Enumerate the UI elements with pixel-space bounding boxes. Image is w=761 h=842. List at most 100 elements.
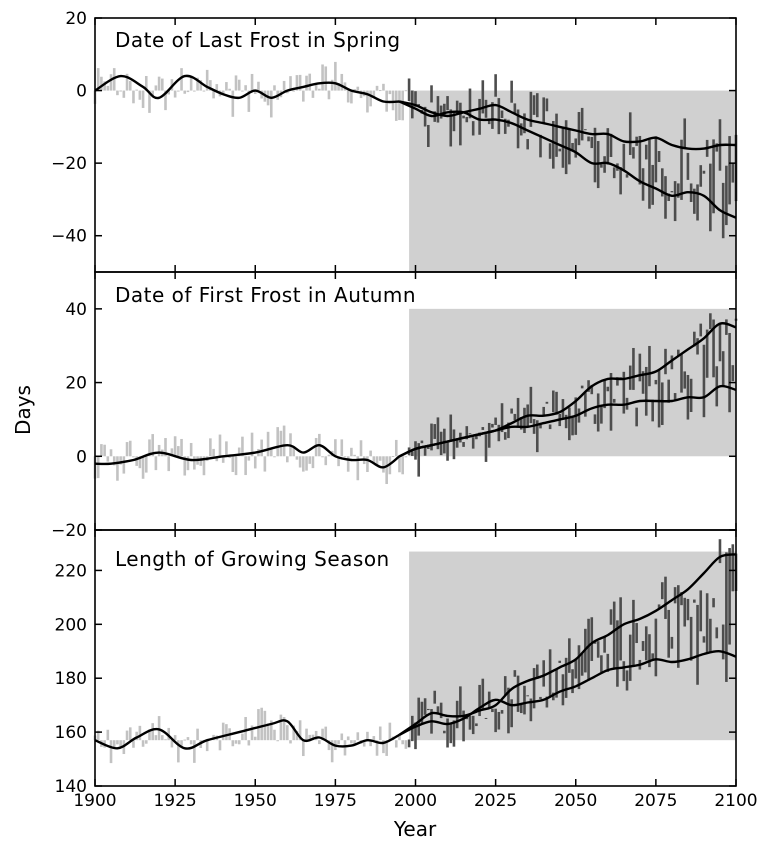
x-tick-label: 1900 [73,791,116,811]
observed-bar [394,90,398,121]
observed-bar [225,82,228,91]
projected-bar [468,715,472,730]
projected-bar [577,645,581,690]
projected-bar [699,323,703,337]
x-tick-label: 1975 [314,791,357,811]
projected-bar [462,710,465,742]
projected-bar [491,423,494,428]
projected-bar [487,422,491,448]
projected-bar [471,437,475,449]
observed-bar [292,446,296,457]
observed-bar [263,456,267,472]
projected-bar [584,129,587,131]
observed-bar [209,438,212,457]
projected-bar [513,103,517,114]
projected-bar [417,697,421,736]
projected-bar [484,717,488,719]
observed-bar [282,80,286,91]
observed-bar [247,90,251,112]
observed-bar [138,725,142,741]
projected-bar [654,379,658,385]
projection-band-area [409,90,736,272]
y-tick-label: −20 [51,521,87,541]
observed-bar [141,90,145,108]
projected-bar [689,378,693,412]
projected-bar [439,105,443,119]
observed-bar [366,90,369,113]
observed-bar [241,733,244,741]
projected-bar [497,711,501,730]
projected-bar [452,112,456,132]
projected-bar [632,599,635,666]
observed-bar [177,740,180,763]
projected-bar [635,623,638,644]
observed-bar [116,90,119,96]
observed-bar [398,90,401,121]
observed-bar [225,724,228,741]
observed-bar [327,90,331,100]
observed-bar [189,75,193,91]
observed-bar [180,438,183,457]
observed-bar [375,456,379,465]
observed-bar [350,740,353,744]
projected-bar [516,397,520,427]
projected-bar [542,660,545,687]
observed-bar [318,740,321,745]
observed-bar [177,90,180,92]
projection-band [409,90,736,272]
observed-bar [205,69,209,91]
projected-bar [657,370,661,428]
projected-bar [532,668,536,709]
observed-bar [276,740,279,742]
projected-bar [558,660,562,663]
observed-bar [135,89,138,91]
projected-bar [407,739,411,748]
projected-bar [417,443,421,477]
observed-bar [359,90,363,99]
projected-bar [635,407,638,427]
projected-bar [683,118,687,149]
observed-bar [321,728,324,741]
projected-bar [587,618,590,681]
observed-bar [161,78,164,91]
projected-bar [625,670,629,691]
observed-bar [148,90,151,113]
observed-bar [385,456,388,485]
observed-bar [212,448,215,457]
projected-bar [725,319,728,335]
x-axis-ticks: 1900 1925 1950 1975 2000 2025 2050 2075 2100 [73,18,758,811]
projected-bar [436,417,440,450]
projected-bar [427,446,430,449]
observed-bar [119,456,122,465]
projected-bar [545,696,549,708]
projected-bar [542,97,545,125]
projected-bar [596,641,600,658]
observed-bar [298,720,302,741]
projected-bar [728,332,731,413]
projected-bar [503,676,507,696]
observed-bar [394,740,398,748]
observed-bar [378,456,382,461]
projected-bar [548,424,552,430]
projected-bar [715,143,719,152]
projected-bar [568,407,571,441]
observed-bar [356,456,360,481]
projected-bar [564,657,568,698]
projected-bar [622,371,626,414]
projected-bar [500,403,504,433]
observed-bar [334,439,337,457]
projected-bar [484,99,488,118]
observed-bar [327,454,331,457]
projected-bar [427,708,430,711]
projected-bar [651,399,654,422]
observed-bar [372,736,376,741]
projected-bar [680,592,683,606]
projected-bar [414,91,417,107]
observed-bar [170,448,174,457]
observed-bar [269,720,273,741]
observed-bar [215,456,219,462]
observed-bar [391,456,395,458]
projected-bar [455,100,459,114]
observed-bar [234,75,238,91]
projected-bar [683,597,687,627]
